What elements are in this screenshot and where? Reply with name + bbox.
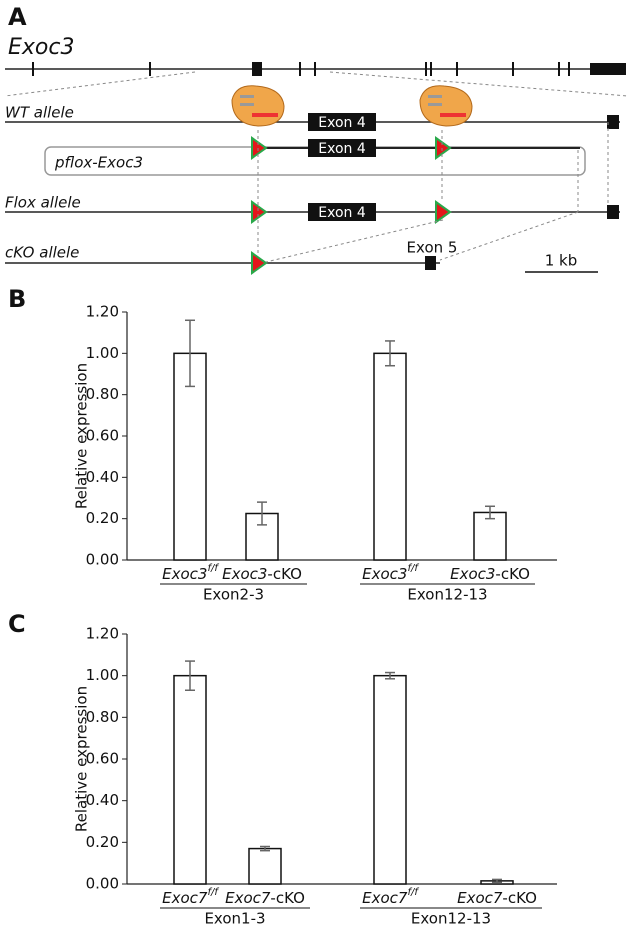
category-gene: Exoc7 (162, 889, 208, 907)
category-suffix: -cKO (267, 565, 301, 583)
y-tick-label: 1.20 (86, 303, 119, 321)
allele-label: Flox allele (5, 194, 81, 212)
exon-box (308, 139, 376, 157)
allele-label: cKO allele (5, 244, 79, 262)
y-tick-label: 0.20 (86, 833, 119, 851)
exon-block (590, 63, 626, 75)
category-superscript: f/f (207, 563, 219, 574)
exon-label: Exon 5 (407, 239, 458, 257)
group-label: Exon2-3 (203, 586, 264, 604)
loxp-site (251, 251, 268, 275)
x-tick-label: Exoc7-cKO (457, 889, 537, 907)
exon-box (308, 203, 376, 221)
x-tick-label: Exoc3f/f (362, 563, 419, 583)
x-tick-label: Exoc7-cKO (225, 889, 305, 907)
category-gene: Exoc3 (450, 565, 495, 583)
group-label: Exon12-13 (411, 910, 491, 928)
x-tick-label: Exoc7f/f (362, 887, 419, 907)
gene-name: Exoc3 (8, 35, 74, 60)
category-gene: Exoc3 (362, 565, 407, 583)
panel-label: C (8, 610, 26, 638)
group-label: Exon12-13 (407, 586, 487, 604)
bar (248, 847, 282, 885)
category-suffix: -cKO (270, 889, 304, 907)
gene-exons (32, 62, 570, 76)
exon-label: Exon 4 (318, 205, 366, 221)
loxp-site (251, 136, 268, 160)
category-gene: Exoc7 (457, 889, 503, 907)
loxp-site (251, 200, 268, 224)
bar (473, 511, 507, 561)
category-gene: Exoc7 (225, 889, 271, 907)
category-gene: Exoc3 (162, 565, 207, 583)
category-suffix: -cKO (495, 565, 529, 583)
category-gene: Exoc3 (222, 565, 267, 583)
y-tick-label: 0.60 (86, 427, 119, 445)
y-tick-label: 0.60 (86, 750, 119, 768)
category-superscript: f/f (407, 563, 419, 574)
y-tick-label: 1.00 (86, 666, 119, 684)
exon-block (425, 256, 436, 270)
y-axis-label: Relative expression (73, 363, 91, 509)
x-tick-label: Exoc3f/f (162, 563, 219, 583)
cre-icon (231, 85, 285, 127)
y-tick-label: 0.80 (86, 385, 119, 403)
plasmid-label: pflox-Exoc3 (54, 154, 143, 172)
group-label: Exon1-3 (204, 910, 265, 928)
y-tick-label: 1.00 (86, 344, 119, 362)
exon-box (308, 113, 376, 131)
exon-block (252, 62, 262, 76)
y-tick-label: 0.00 (86, 875, 119, 893)
panel-label: A (8, 3, 27, 31)
y-tick-label: 0.80 (86, 708, 119, 726)
x-tick-label: Exoc7f/f (162, 887, 219, 907)
allele-label: WT allele (5, 104, 74, 122)
x-tick-label: Exoc3-cKO (222, 565, 302, 583)
loxp-site (435, 200, 452, 224)
diagram: A Exoc3 WT allele Exon 4 (4, 3, 629, 275)
y-tick-label: 0.40 (86, 468, 119, 486)
category-suffix: -cKO (502, 889, 536, 907)
y-tick-label: 1.20 (86, 625, 119, 643)
category-superscript: f/f (207, 887, 219, 898)
y-tick-label: 0.20 (86, 509, 119, 527)
scale-label: 1 kb (545, 252, 578, 270)
exon-label: Exon 4 (318, 141, 366, 157)
bar (173, 674, 207, 885)
y-tick-label: 0.40 (86, 791, 119, 809)
exon-block (607, 115, 619, 129)
guide-lines (257, 122, 609, 263)
category-superscript: f/f (407, 887, 419, 898)
y-axis-label: Relative expression (73, 686, 91, 832)
exon-block (607, 205, 619, 219)
loxp-site (435, 136, 452, 160)
zoom-guide (4, 71, 629, 97)
cre-icon (419, 85, 473, 127)
exon-label: Exon 4 (318, 115, 366, 131)
panel-label: B (8, 285, 26, 313)
y-tick-label: 0.00 (86, 551, 119, 569)
bar (373, 674, 407, 885)
x-tick-label: Exoc3-cKO (450, 565, 530, 583)
category-gene: Exoc7 (362, 889, 408, 907)
bar (373, 352, 407, 561)
